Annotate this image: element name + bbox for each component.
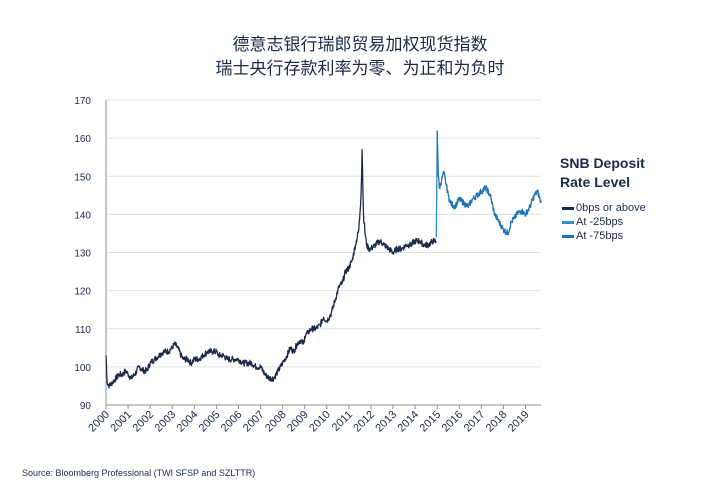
x-tick-label: 2014 (395, 409, 421, 435)
y-tick-label: 160 (74, 134, 91, 145)
y-tick-label: 100 (74, 363, 91, 374)
legend-title-line-1: SNB Deposit (560, 155, 645, 171)
legend-swatch (562, 234, 574, 238)
x-tick-label: 2008 (263, 409, 289, 435)
series-line-1 (105, 148, 437, 389)
x-tick-label: 2017 (462, 409, 488, 435)
x-tick-label: 2018 (484, 409, 510, 435)
x-tick-label: 2007 (241, 409, 267, 435)
y-tick-label: 110 (75, 325, 91, 336)
series-lines (105, 130, 542, 389)
legend-label: At -25bps (576, 216, 624, 228)
legend-item-3: At -75bps (560, 229, 710, 243)
source-note: Source: Bloomberg Professional (TWI SFSP… (22, 468, 256, 478)
x-tick-label: 2015 (418, 409, 444, 435)
y-tick-label: 120 (74, 287, 91, 298)
chart-title-line-1: 德意志银行瑞郎贸易加权现货指数 (232, 35, 488, 54)
x-tick-label: 2004 (175, 409, 201, 435)
chart-title-line-2: 瑞士央行存款利率为零、为正和为负时 (215, 59, 505, 78)
y-tick-label: 130 (74, 249, 91, 260)
x-tick-label: 2011 (330, 409, 355, 434)
legend-label: At -75bps (576, 230, 624, 242)
x-tick-label: 2001 (108, 409, 134, 435)
x-axis: 2000200120022003200420052006200720082009… (86, 405, 532, 435)
y-axis: 90 100 110 120 130 140 150 160 170 (74, 96, 107, 412)
series-line-3 (436, 130, 542, 236)
legend-item-2: At -25bps (560, 215, 710, 229)
x-tick-label: 2006 (219, 409, 245, 435)
x-tick-label: 2019 (506, 409, 532, 435)
y-tick-label: 140 (74, 210, 91, 221)
legend-title-line-2: Rate Level (560, 174, 631, 190)
x-tick-label: 2016 (440, 409, 466, 435)
x-tick-label: 2005 (197, 409, 223, 435)
y-tick-label: 90 (80, 401, 92, 412)
grid-lines (106, 99, 541, 406)
legend-title: SNB Deposit Rate Level (560, 154, 710, 192)
legend-item-1: 0bps or above (560, 201, 710, 215)
x-tick-label: 2013 (373, 409, 399, 435)
y-tick-label: 150 (74, 172, 91, 183)
x-tick-label: 2003 (153, 409, 179, 435)
x-tick-label: 2010 (307, 409, 333, 435)
y-tick-label: 170 (74, 96, 91, 107)
x-tick-label: 2002 (130, 409, 156, 435)
legend-swatch (562, 220, 574, 224)
legend-items: 0bps or above At -25bps At -75bps (560, 201, 710, 243)
x-tick-label: 2012 (351, 409, 377, 435)
legend: SNB Deposit Rate Level 0bps or above At -… (560, 154, 710, 243)
legend-label: 0bps or above (576, 202, 646, 214)
x-tick-label: 2009 (285, 409, 311, 435)
x-tick-label: 2000 (86, 409, 112, 435)
legend-swatch (562, 206, 574, 210)
